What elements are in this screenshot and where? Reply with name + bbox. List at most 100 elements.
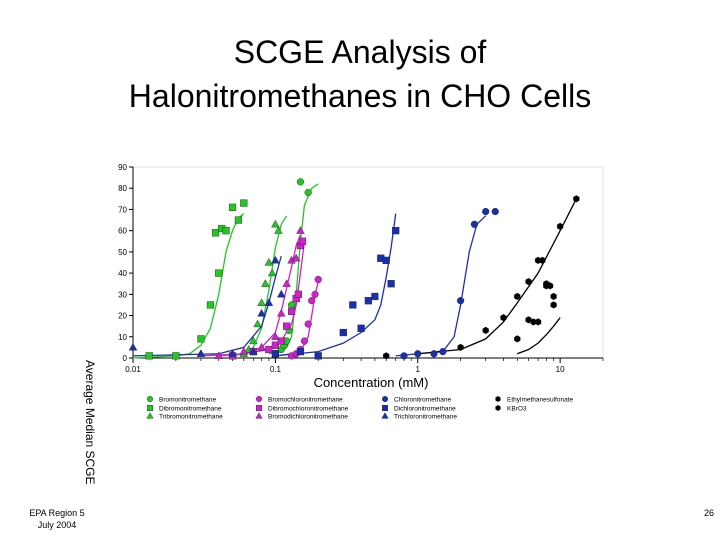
point-tribromonitromethane [274,226,283,234]
y-tick-label: 90 [118,163,127,172]
point-ethylmethanesulfonate [500,314,507,322]
point-chloronitromethane [491,207,499,216]
point-tribromonitromethane [264,258,274,266]
point-dichloronitromethane [349,301,357,309]
slide-title-line-2: Halonitromethanes in CHO Cells [128,78,592,114]
y-tick-label: 40 [118,269,127,278]
point-bromochloronitromethane [311,290,319,298]
point-bromodichloronitromethane [271,332,280,340]
point-ethylmethanesulfonate [550,292,557,301]
point-kbro3 [514,335,521,343]
legend-label-dibromochloronitromethane: Dibromochloronitromethane [268,406,349,413]
point-bromodichloronitromethane [257,342,266,351]
legend-label-kbro3: KBrO3 [507,406,527,413]
point-tribromonitromethane [253,319,262,328]
x-tick-label: 0.01 [125,365,141,374]
x-tick-label: 0.1 [270,365,282,374]
point-dichloronitromethane [382,256,390,264]
curve-kbro3 [517,317,561,355]
page-number: 26 [703,508,714,518]
point-bromodichloronitromethane [282,279,291,287]
point-chloronitromethane [482,207,490,216]
point-dibromonitromethane [197,335,205,343]
point-dichloronitromethane [392,227,400,235]
legend-marker-tribromonitromethane [146,412,154,419]
legend-marker-dibromochloronitromethane [256,405,263,412]
point-dibromochloronitromethane [277,337,285,345]
point-dichloronitromethane [339,328,347,337]
point-bromochloronitromethane [314,275,322,284]
chart-legend: Bromonitromethane DibromonitromethaneTrib… [146,395,574,421]
point-ethylmethanesulfonate [525,277,532,286]
point-dichloronitromethane [296,348,305,356]
x-axis-label: Concentration (mM) [314,375,429,390]
point-dibromochloronitromethane [294,290,302,298]
point-ethylmethanesulfonate [573,195,580,203]
point-bromochloronitromethane [304,320,312,328]
footer-org: EPA Region 5 [29,508,85,518]
point-bromodichloronitromethane [214,351,223,359]
point-ethylmethanesulfonate [383,352,390,360]
point-chloronitromethane [430,350,438,358]
legend-label-dibromonitromethane: Dibromonitromethane [159,406,222,413]
point-bromonitromethane [288,301,296,309]
point-dibromonitromethane [215,269,223,277]
point-tribromonitromethane [267,268,277,277]
curve-dichloronitromethane [275,213,397,357]
point-trichloronitromethane [264,298,274,306]
point-trichloronitromethane [128,342,138,351]
footer-date: July 2004 [37,520,77,530]
point-trichloronitromethane [271,255,280,264]
point-dichloronitromethane [364,297,372,305]
point-dibromonitromethane [234,216,243,224]
legend-marker-bromochloronitromethane [256,396,263,403]
point-chloronitromethane [400,352,408,360]
point-dibromonitromethane [172,352,180,360]
point-dibromochloronitromethane [265,345,273,354]
point-bromodichloronitromethane [239,347,249,355]
point-chloronitromethane [470,220,479,228]
point-kbro3 [546,282,554,290]
y-tick-label: 20 [118,312,127,321]
point-dichloronitromethane [314,352,322,360]
point-ethylmethanesulfonate [539,256,546,265]
point-kbro3 [534,318,542,326]
legend-marker-ethylmethanesulfonate [495,395,501,403]
legend-label-bromochloronitromethane: Bromochloronitromethane [268,397,343,404]
slide-title-line-1: SCGE Analysis of [233,34,487,70]
legend-marker-kbro3 [495,404,501,412]
point-bromodichloronitromethane [291,253,301,262]
y-tick-label: 60 [118,227,127,236]
legend-marker-chloronitromethane [382,396,389,403]
legend-marker-bromodichloronitromethane [255,412,263,419]
point-tribromonitromethane [257,298,266,306]
y-tick-label: 0 [123,354,128,363]
point-dichloronitromethane [387,280,395,288]
legend-label-bromodichloronitromethane: Bromodichloronitromethane [268,414,348,421]
footer-left: EPA Region 5 July 2004 [22,507,92,531]
point-dibromonitromethane [206,301,215,309]
legend-label-trichloronitromethane: Trichloronitromethane [394,414,457,421]
point-trichloronitromethane [228,349,237,357]
legend-label-chloronitromethane: Chloronitromethane [394,397,451,404]
plot-frame [132,166,604,359]
curve-dibromonitromethane [132,213,245,359]
curve-chloronitromethane [395,215,487,357]
point-bromodichloronitromethane [277,308,286,317]
point-dibromochloronitromethane [283,322,291,330]
point-dibromonitromethane [240,199,248,207]
point-kbro3 [550,301,557,309]
chart-axes: 0 10 20 30 40 50 60 70 80 90 0.01 0.1 1 10 Concentrati… [83,163,604,485]
slide-title: SCGE Analysis of Halonitromethanes in CH… [60,30,660,118]
point-dibromochloronitromethane [271,341,279,349]
legend-marker-bromonitromethane [146,396,153,403]
curve-bromodichloronitromethane [218,234,302,357]
point-tribromonitromethane [271,219,280,228]
point-dibromochloronitromethane [298,237,307,245]
point-bromochloronitromethane [300,337,309,345]
point-chloronitromethane [457,297,465,305]
legend-marker-dichloronitromethane [382,405,389,412]
point-tribromonitromethane [261,279,270,287]
point-bromodichloronitromethane [296,226,305,234]
curve-tribromonitromethane [232,215,288,357]
